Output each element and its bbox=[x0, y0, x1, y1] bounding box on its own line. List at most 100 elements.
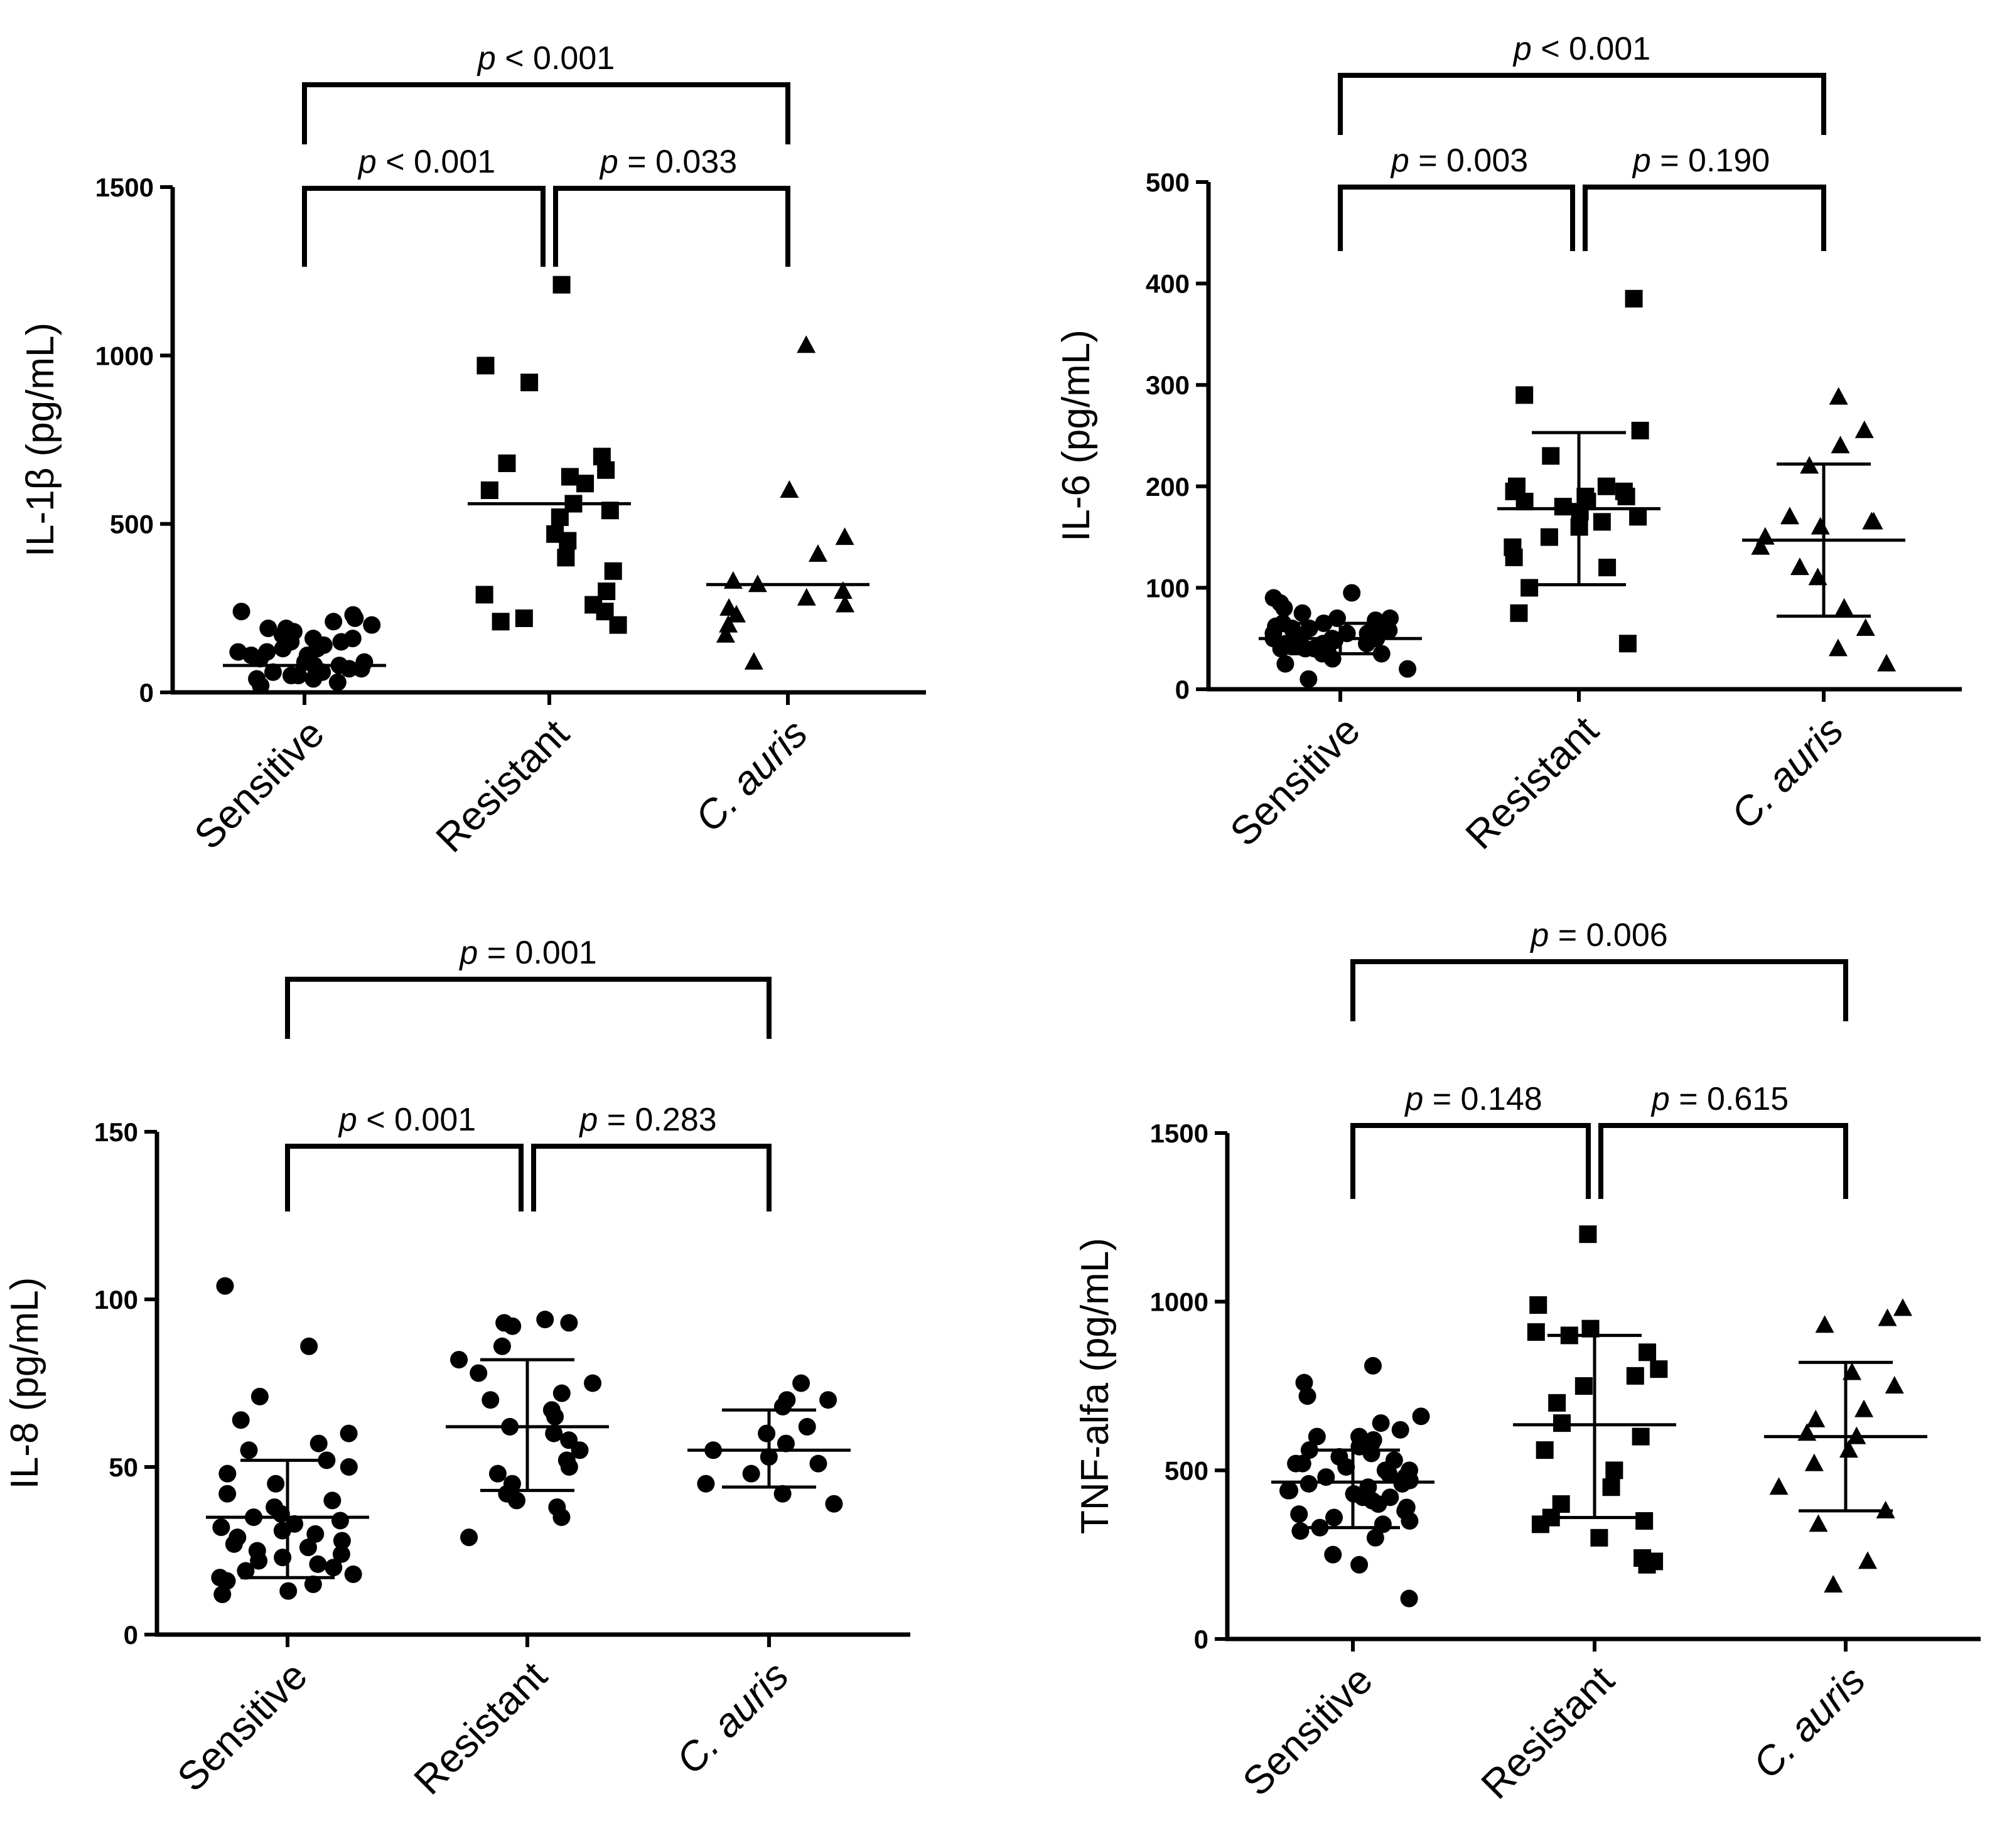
data-point bbox=[1638, 1555, 1656, 1574]
data-point bbox=[1650, 1360, 1668, 1378]
data-point bbox=[1372, 1414, 1390, 1432]
data-point bbox=[1635, 1512, 1654, 1530]
data-point bbox=[279, 1582, 298, 1600]
y-tick-label: 400 bbox=[1146, 269, 1190, 299]
data-point bbox=[1366, 1528, 1384, 1547]
y-axis-title: IL-6 (pg/mL) bbox=[1055, 330, 1098, 542]
series-sensitive bbox=[1271, 1356, 1434, 1608]
data-point bbox=[248, 670, 266, 688]
chart-tnf: 0 500 1000 1500 TNF-alfa (pg/mL) Sensitive Res… bbox=[1074, 917, 1981, 1808]
data-point bbox=[328, 673, 347, 691]
data-point bbox=[536, 1311, 554, 1329]
data-point bbox=[1878, 1308, 1897, 1326]
data-point bbox=[1324, 1545, 1342, 1564]
p-value-label-2: p = 0.283 bbox=[578, 1102, 716, 1138]
data-point bbox=[515, 609, 533, 627]
data-point bbox=[836, 594, 855, 613]
bracket bbox=[1350, 959, 1848, 1021]
y-tick-label: 0 bbox=[124, 1620, 138, 1650]
data-point bbox=[797, 588, 816, 606]
data-point bbox=[773, 1397, 792, 1416]
data-point bbox=[727, 604, 746, 623]
data-point bbox=[1625, 289, 1643, 308]
y-tick-label: 0 bbox=[1175, 675, 1190, 704]
data-point bbox=[557, 549, 575, 567]
category-label: Resistant bbox=[405, 1653, 556, 1803]
data-point bbox=[331, 1512, 349, 1530]
data-point bbox=[1893, 1298, 1912, 1316]
y-tick-label: 100 bbox=[1146, 573, 1190, 603]
data-point bbox=[460, 1528, 478, 1547]
data-point bbox=[470, 1364, 488, 1382]
series-cauris bbox=[1742, 387, 1905, 672]
y-tick-label: 1000 bbox=[95, 341, 154, 370]
data-point bbox=[1834, 598, 1854, 616]
chart-il6: 0 100 200 300 400 500 IL-6 (pg/mL) Sensitive Res… bbox=[1055, 31, 1962, 858]
data-point bbox=[1804, 1453, 1824, 1471]
data-point bbox=[1362, 1444, 1380, 1463]
y-tick-label: 1500 bbox=[95, 173, 154, 202]
data-point bbox=[1597, 477, 1615, 495]
category-label: Resistant bbox=[427, 711, 578, 861]
bracket bbox=[553, 186, 790, 267]
data-point bbox=[274, 640, 292, 658]
p-value-label-2: p = 0.615 bbox=[1650, 1081, 1789, 1117]
data-point bbox=[1540, 528, 1558, 546]
data-point bbox=[1626, 1367, 1644, 1385]
y-tick-label: 0 bbox=[139, 678, 154, 707]
data-point bbox=[1343, 584, 1361, 602]
category-label: Sensitive bbox=[185, 711, 333, 858]
data-point bbox=[1337, 1458, 1355, 1476]
data-point bbox=[1325, 1508, 1343, 1527]
series-resistant bbox=[468, 276, 631, 634]
chart-il1b: 0 500 1000 1500 IL-1β (pg/mL) Sensitive Resist… bbox=[19, 40, 926, 861]
data-point bbox=[1264, 589, 1283, 607]
category-label: C. auris bbox=[1744, 1657, 1874, 1787]
data-point bbox=[1856, 618, 1875, 637]
data-point bbox=[1520, 579, 1539, 597]
p-value-label-1: p = 0.148 bbox=[1404, 1081, 1542, 1117]
data-point bbox=[282, 667, 300, 685]
y-axis-title: TNF-alfa (pg/mL) bbox=[1074, 1238, 1117, 1534]
p-value-label-3: p = 0.006 bbox=[1529, 917, 1667, 954]
data-point bbox=[352, 660, 370, 678]
data-point bbox=[304, 1575, 322, 1593]
data-point bbox=[213, 1585, 232, 1603]
data-point bbox=[498, 454, 516, 473]
data-point bbox=[325, 1559, 343, 1577]
data-point bbox=[552, 1508, 571, 1527]
data-point bbox=[719, 615, 738, 633]
significance-brackets bbox=[302, 82, 790, 267]
data-point bbox=[792, 1374, 810, 1392]
p-value-label-3: p = 0.001 bbox=[458, 935, 596, 971]
bracket bbox=[302, 186, 546, 267]
bracket bbox=[531, 1144, 772, 1211]
data-point bbox=[1554, 498, 1572, 516]
bracket bbox=[1350, 1123, 1591, 1199]
data-point bbox=[1281, 1481, 1299, 1500]
data-point bbox=[808, 544, 827, 562]
data-point bbox=[476, 357, 495, 375]
category-label: C. auris bbox=[686, 711, 816, 841]
y-tick-label: 500 bbox=[1146, 168, 1190, 197]
data-point bbox=[340, 1458, 358, 1476]
data-point bbox=[1529, 1296, 1547, 1314]
data-point bbox=[552, 1384, 571, 1402]
data-point bbox=[493, 1337, 511, 1355]
data-point bbox=[488, 1464, 507, 1483]
data-point bbox=[742, 1464, 760, 1483]
data-point bbox=[1839, 1440, 1858, 1458]
data-point bbox=[1308, 1427, 1326, 1446]
data-point bbox=[309, 1434, 328, 1453]
data-point bbox=[1858, 1551, 1878, 1569]
y-tick-label: 1500 bbox=[1150, 1119, 1208, 1148]
data-point bbox=[218, 1485, 237, 1503]
data-point bbox=[1369, 1495, 1387, 1513]
data-point bbox=[1854, 420, 1874, 438]
p-value-label-2: p = 0.033 bbox=[599, 144, 737, 180]
data-point bbox=[552, 276, 571, 294]
data-point bbox=[777, 1434, 795, 1453]
bracket bbox=[1338, 185, 1575, 251]
data-point bbox=[1298, 1387, 1316, 1405]
